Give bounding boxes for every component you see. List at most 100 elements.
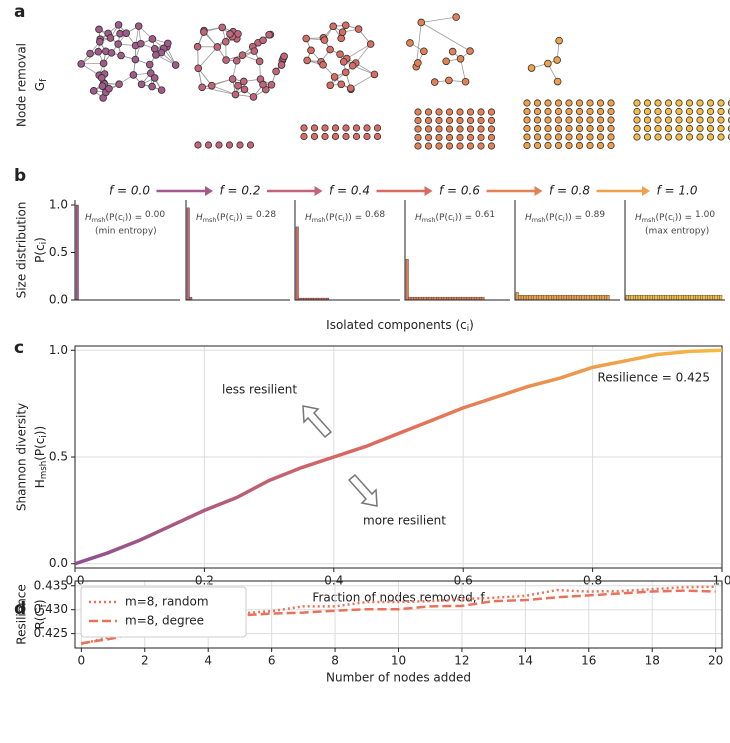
bar bbox=[543, 295, 547, 301]
node bbox=[231, 90, 240, 99]
node bbox=[94, 47, 103, 56]
node bbox=[265, 31, 273, 39]
node bbox=[145, 60, 154, 69]
isolated-node bbox=[664, 124, 673, 133]
node bbox=[341, 21, 350, 30]
line bbox=[81, 585, 716, 646]
bar bbox=[528, 295, 532, 301]
isolated-node bbox=[717, 116, 725, 124]
isolated-node bbox=[586, 141, 594, 150]
y-tick-label: 0.0 bbox=[49, 556, 68, 570]
bar bbox=[659, 295, 663, 301]
isolated-node bbox=[664, 99, 673, 107]
isolated-node bbox=[633, 133, 641, 141]
isolated-node bbox=[424, 116, 433, 125]
node bbox=[337, 80, 346, 89]
isolated-node bbox=[414, 108, 422, 116]
bar bbox=[678, 295, 682, 301]
x-tick-label: 2 bbox=[141, 654, 149, 668]
bar bbox=[628, 295, 632, 301]
bar bbox=[714, 295, 718, 301]
node bbox=[255, 57, 264, 66]
math-label: Hmsh(P(ci)) = 0.61 bbox=[415, 210, 495, 225]
node bbox=[240, 85, 249, 94]
math-label: Gf bbox=[33, 78, 49, 91]
entropy-note: (min entropy) bbox=[95, 227, 157, 237]
node bbox=[346, 84, 355, 93]
subscript: msh bbox=[422, 216, 436, 224]
x-label: Number of nodes added bbox=[326, 671, 471, 685]
subscript: i bbox=[453, 216, 455, 224]
node bbox=[527, 64, 536, 72]
panel-label: c bbox=[14, 338, 24, 358]
node bbox=[129, 71, 138, 79]
isolated-node bbox=[607, 99, 615, 107]
isolated-node bbox=[363, 132, 371, 141]
bar bbox=[633, 295, 636, 301]
isolated-node bbox=[352, 132, 361, 141]
isolated-node bbox=[477, 133, 485, 142]
isolated-node bbox=[654, 107, 662, 116]
isolated-node bbox=[554, 107, 563, 116]
f-label: f = 0.8 bbox=[549, 184, 590, 198]
isolated-node bbox=[533, 141, 542, 150]
bar bbox=[702, 295, 706, 301]
node bbox=[250, 47, 259, 55]
isolated-node bbox=[664, 116, 673, 124]
isolated-node bbox=[246, 141, 255, 149]
isolated-node bbox=[342, 132, 350, 141]
node bbox=[86, 49, 94, 58]
bar bbox=[295, 226, 299, 301]
isolated-node bbox=[477, 116, 485, 125]
node bbox=[234, 81, 242, 90]
node bbox=[114, 40, 122, 48]
edge bbox=[460, 58, 466, 82]
isolated-node bbox=[596, 116, 605, 124]
isolated-node bbox=[487, 108, 496, 116]
entropy-value: 0.61 bbox=[475, 210, 495, 220]
y-label: Node removal bbox=[15, 43, 29, 127]
text-part: H bbox=[85, 213, 92, 223]
bar bbox=[666, 295, 670, 301]
panel-label: d bbox=[14, 599, 26, 619]
node bbox=[348, 61, 357, 70]
x-tick-label: 8 bbox=[331, 654, 339, 668]
math-label: Hmsh(P(ci)) = 0.00 bbox=[85, 210, 165, 225]
axis-spine bbox=[514, 200, 620, 301]
subscript: f bbox=[39, 78, 49, 82]
node bbox=[77, 60, 85, 68]
bar bbox=[581, 295, 585, 301]
subscript: msh bbox=[532, 216, 546, 224]
math-label: Hmsh(P(ci)) = 1.00 bbox=[635, 210, 715, 225]
isolated-node bbox=[523, 99, 531, 107]
node bbox=[194, 64, 203, 73]
bar bbox=[553, 295, 557, 301]
isolated-node bbox=[565, 99, 573, 107]
y-tick-label: 1.0 bbox=[49, 198, 68, 212]
isolated-node bbox=[685, 133, 694, 141]
isolated-node bbox=[373, 124, 382, 132]
text-part: (P(c bbox=[33, 438, 47, 461]
axis-spine bbox=[294, 200, 400, 301]
isolated-node bbox=[435, 142, 443, 150]
node bbox=[336, 50, 344, 58]
bar bbox=[583, 295, 587, 301]
isolated-node bbox=[586, 133, 594, 141]
isolated-node bbox=[675, 133, 683, 141]
isolated-node bbox=[321, 124, 329, 132]
node bbox=[430, 78, 439, 86]
bar bbox=[637, 295, 641, 301]
isolated-node bbox=[685, 99, 694, 107]
node bbox=[193, 42, 202, 51]
isolated-node bbox=[487, 125, 496, 133]
node bbox=[259, 80, 267, 89]
edge bbox=[352, 65, 375, 75]
isolated-node bbox=[342, 124, 350, 132]
text-part: H bbox=[415, 213, 422, 223]
bar bbox=[661, 295, 665, 301]
subscript: i bbox=[39, 435, 49, 437]
node bbox=[171, 61, 180, 69]
y-tick-label: 0.435 bbox=[34, 578, 68, 592]
node bbox=[466, 47, 474, 55]
node bbox=[259, 36, 267, 45]
